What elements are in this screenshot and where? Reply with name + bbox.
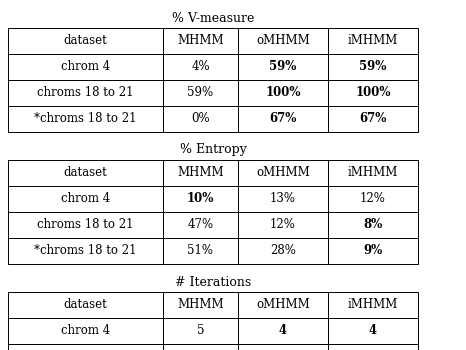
Text: 100%: 100% — [355, 86, 391, 99]
Bar — [328, 160, 418, 186]
Text: 5: 5 — [197, 324, 204, 337]
Text: 10%: 10% — [187, 193, 214, 205]
Bar — [163, 318, 238, 344]
Bar — [238, 212, 328, 238]
Text: 100%: 100% — [265, 86, 301, 99]
Text: oMHMM: oMHMM — [256, 299, 310, 312]
Bar — [163, 28, 238, 54]
Bar — [8, 344, 163, 350]
Text: 47%: 47% — [187, 218, 213, 231]
Bar — [163, 186, 238, 212]
Bar — [328, 238, 418, 264]
Text: 59%: 59% — [187, 86, 213, 99]
Bar — [328, 28, 418, 54]
Text: *chroms 18 to 21: *chroms 18 to 21 — [34, 112, 137, 126]
Bar — [238, 80, 328, 106]
Text: 12%: 12% — [360, 193, 386, 205]
Text: 28%: 28% — [270, 245, 296, 258]
Bar — [163, 160, 238, 186]
Bar — [8, 160, 163, 186]
Text: 4%: 4% — [191, 61, 210, 74]
Text: 9%: 9% — [363, 245, 383, 258]
Text: iMHMM: iMHMM — [348, 299, 398, 312]
Bar — [8, 80, 163, 106]
Bar — [163, 80, 238, 106]
Bar — [163, 238, 238, 264]
Bar — [328, 54, 418, 80]
Bar — [238, 292, 328, 318]
Text: 4: 4 — [369, 324, 377, 337]
Text: 51%: 51% — [187, 245, 213, 258]
Bar — [328, 106, 418, 132]
Bar — [163, 212, 238, 238]
Text: iMHMM: iMHMM — [348, 35, 398, 48]
Bar — [328, 212, 418, 238]
Bar — [328, 186, 418, 212]
Bar — [8, 186, 163, 212]
Bar — [238, 28, 328, 54]
Bar — [328, 292, 418, 318]
Text: 59%: 59% — [269, 61, 297, 74]
Text: oMHMM: oMHMM — [256, 35, 310, 48]
Text: dataset: dataset — [64, 167, 107, 180]
Text: MHMM: MHMM — [177, 299, 224, 312]
Text: % V-measure: % V-measure — [172, 12, 254, 24]
Text: 0%: 0% — [191, 112, 210, 126]
Text: 59%: 59% — [359, 61, 387, 74]
Bar — [328, 80, 418, 106]
Bar — [238, 344, 328, 350]
Text: chrom 4: chrom 4 — [61, 61, 110, 74]
Text: MHMM: MHMM — [177, 167, 224, 180]
Bar — [8, 238, 163, 264]
Text: MHMM: MHMM — [177, 35, 224, 48]
Bar — [238, 186, 328, 212]
Text: 4: 4 — [279, 324, 287, 337]
Text: 12%: 12% — [270, 218, 296, 231]
Bar — [238, 54, 328, 80]
Bar — [328, 344, 418, 350]
Bar — [8, 54, 163, 80]
Text: chrom 4: chrom 4 — [61, 193, 110, 205]
Bar — [163, 292, 238, 318]
Bar — [238, 238, 328, 264]
Bar — [238, 318, 328, 344]
Text: 67%: 67% — [359, 112, 387, 126]
Text: iMHMM: iMHMM — [348, 167, 398, 180]
Text: dataset: dataset — [64, 299, 107, 312]
Bar — [238, 106, 328, 132]
Text: chroms 18 to 21: chroms 18 to 21 — [37, 218, 134, 231]
Text: 67%: 67% — [269, 112, 297, 126]
Text: dataset: dataset — [64, 35, 107, 48]
Bar — [163, 344, 238, 350]
Text: *chroms 18 to 21: *chroms 18 to 21 — [34, 245, 137, 258]
Text: # Iterations: # Iterations — [175, 275, 251, 288]
Bar — [328, 318, 418, 344]
Bar — [8, 212, 163, 238]
Text: oMHMM: oMHMM — [256, 167, 310, 180]
Bar — [163, 54, 238, 80]
Text: % Entropy: % Entropy — [179, 144, 247, 156]
Bar — [8, 106, 163, 132]
Bar — [238, 160, 328, 186]
Bar — [8, 28, 163, 54]
Text: 13%: 13% — [270, 193, 296, 205]
Bar — [8, 292, 163, 318]
Text: chrom 4: chrom 4 — [61, 324, 110, 337]
Bar — [163, 106, 238, 132]
Text: 8%: 8% — [363, 218, 383, 231]
Bar — [8, 318, 163, 344]
Text: chroms 18 to 21: chroms 18 to 21 — [37, 86, 134, 99]
